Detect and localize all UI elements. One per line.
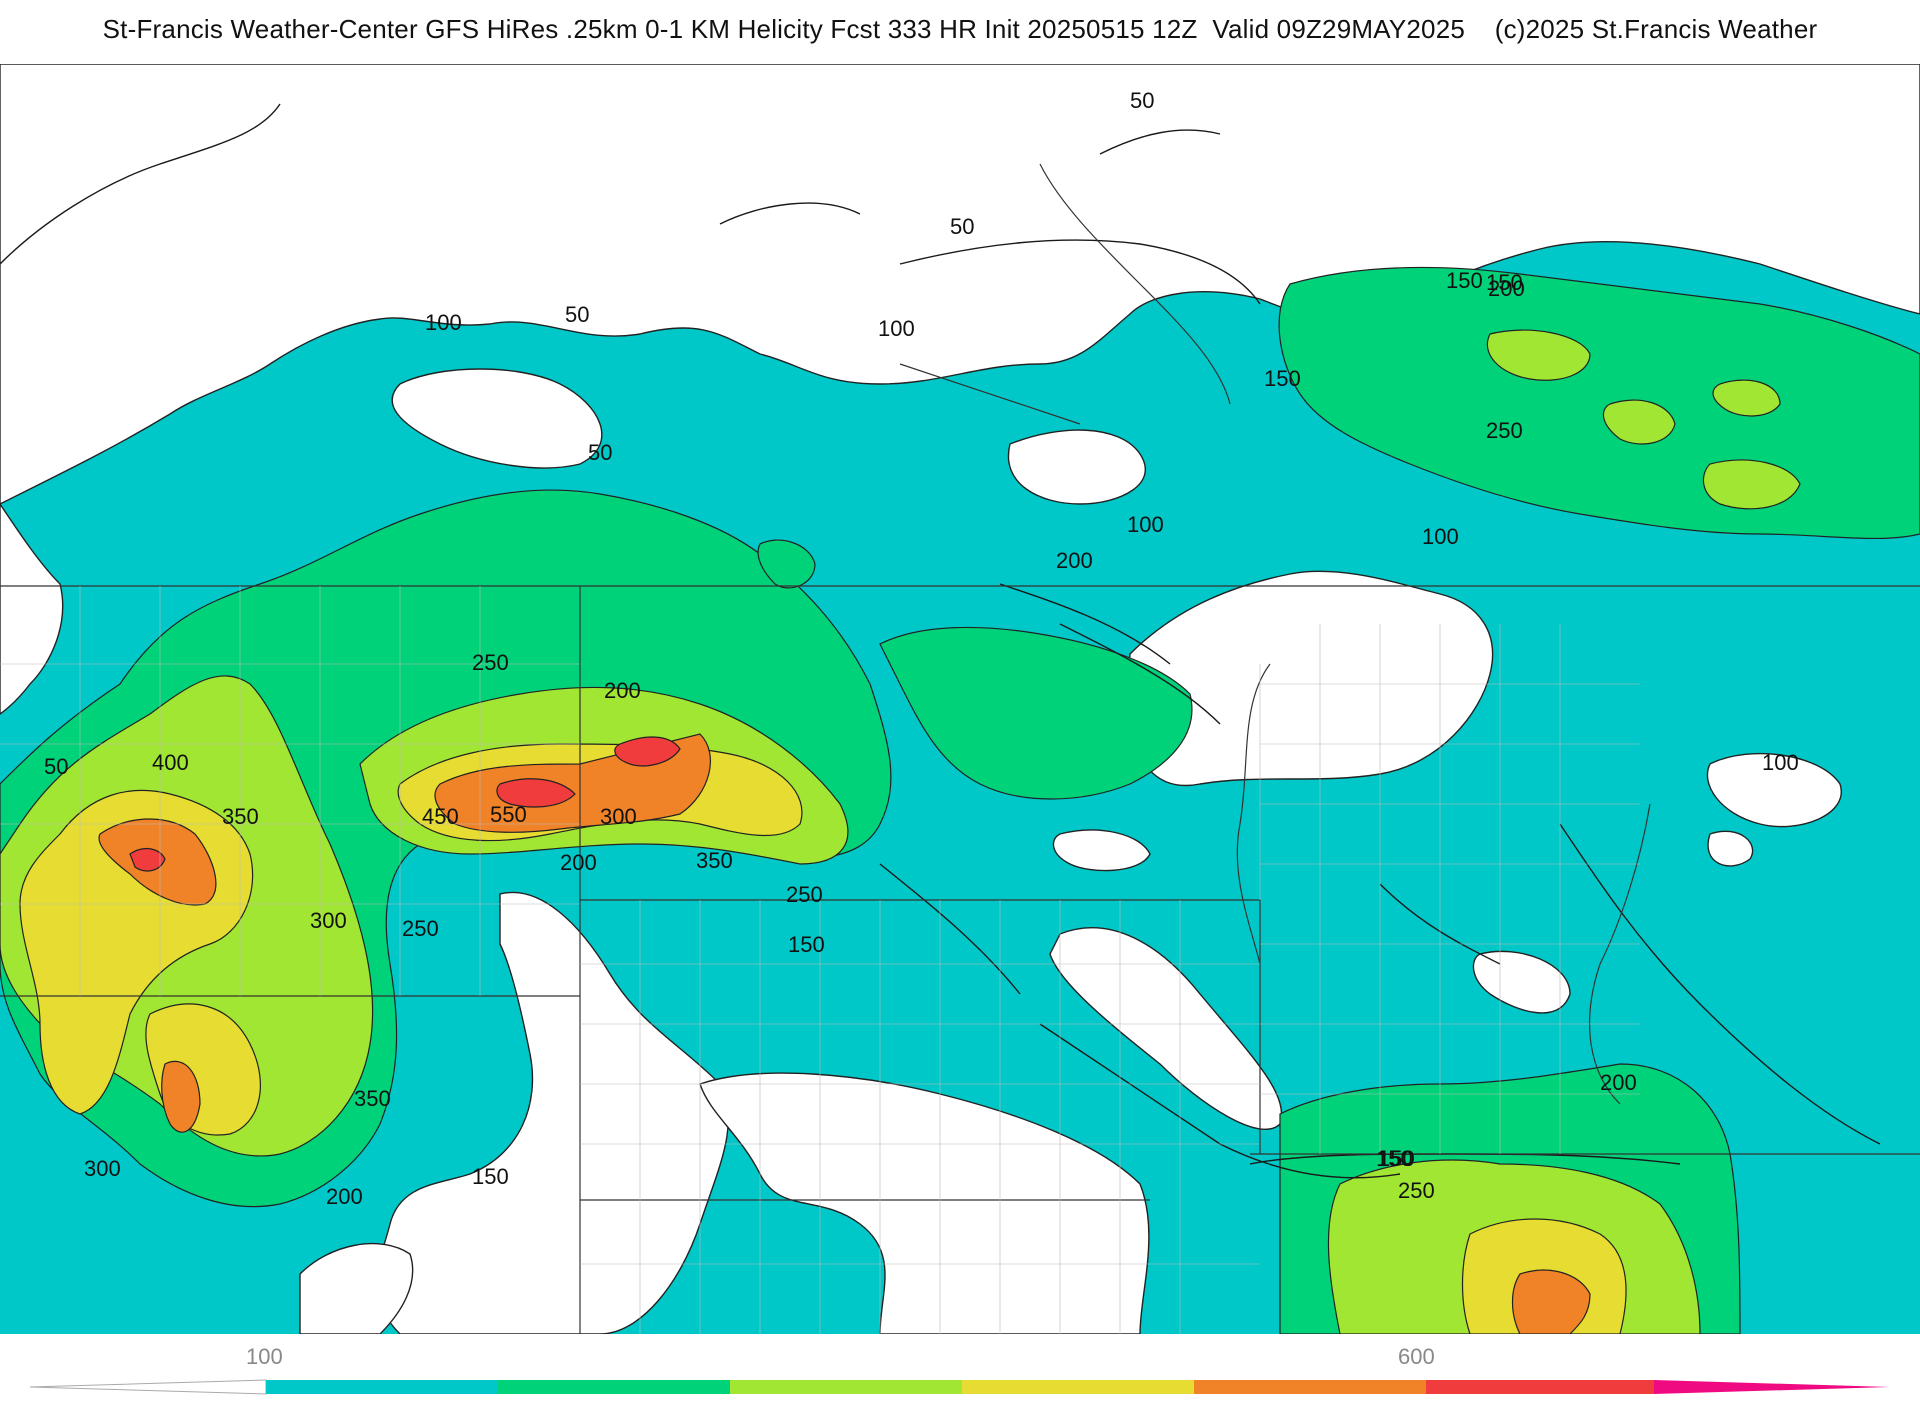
contour-label: 150 [1378, 1146, 1415, 1171]
contour-label: 150 [1264, 366, 1301, 391]
contour-label: 250 [472, 650, 509, 675]
contour-label: 350 [696, 848, 733, 873]
map-title: St-Francis Weather-Center GFS HiRes .25k… [102, 14, 1818, 44]
color-legend [0, 1340, 1920, 1400]
contour-label: 200 [560, 850, 597, 875]
legend-swatch [962, 1380, 1194, 1394]
legend-swatch [1426, 1380, 1654, 1394]
contour-label: 100 [1422, 524, 1459, 549]
contour-label: 200 [326, 1184, 363, 1209]
contour-label: 50 [588, 440, 612, 465]
contour-label: 50 [1130, 88, 1154, 113]
contour-label: 100 [878, 316, 915, 341]
contour-label: 150 [1446, 268, 1483, 293]
legend-right-arrow [1654, 1380, 1890, 1394]
contour-label: 350 [354, 1086, 391, 1111]
contour-label: 100 [1127, 512, 1164, 537]
contour-label: 150 [1376, 1146, 1413, 1171]
state-borders [0, 163, 1920, 1334]
legend-tick-label: 600 [1398, 1344, 1435, 1369]
county-grid [0, 586, 1640, 1334]
contour-label: 50 [950, 214, 974, 239]
contour-label: 250 [402, 916, 439, 941]
legend-left-arrow [29, 1379, 267, 1395]
contour-label: 300 [600, 804, 637, 829]
contour-label: 350 [222, 804, 259, 829]
contour-label: 200 [1056, 548, 1093, 573]
contour-label: 250 [1486, 418, 1523, 443]
contour-label: 150 [472, 1164, 509, 1189]
contour-label: 100 [1762, 750, 1799, 775]
contour-label: 250 [786, 882, 823, 907]
contour-label: 400 [152, 750, 189, 775]
contour-label: 300 [84, 1156, 121, 1181]
legend-swatch [498, 1380, 730, 1394]
contour-label: 50 [565, 302, 589, 327]
contour-labels: 50 50 50 50 100 100 100 100 100 150 150 … [44, 88, 1799, 1209]
legend-tick-label: 100 [246, 1344, 283, 1369]
contour-label: 150 [788, 932, 825, 957]
contour-label: 450 [422, 804, 459, 829]
contour-label: 200 [1600, 1070, 1637, 1095]
legend-swatch [1194, 1380, 1426, 1394]
legend-swatch [266, 1380, 498, 1394]
fill-red-regions [129, 736, 681, 872]
contour-label: 200 [604, 678, 641, 703]
contour-label: 200 [1488, 276, 1525, 301]
contour-label: 550 [490, 802, 527, 827]
contour-label: 100 [425, 310, 462, 335]
contour-label: 50 [44, 754, 68, 779]
contour-label: 250 [1398, 1178, 1435, 1203]
helicity-map: 50 50 50 50 100 100 100 100 100 150 150 … [0, 64, 1920, 1334]
contour-label: 150 [1486, 270, 1523, 295]
legend-swatch [730, 1380, 962, 1394]
contour-label: 300 [310, 908, 347, 933]
